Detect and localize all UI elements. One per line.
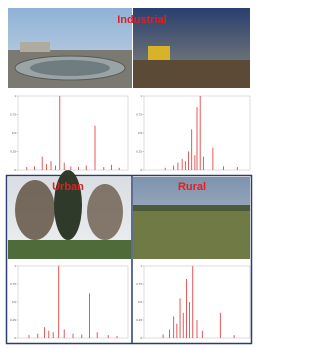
y-tick-label: 0.25 (136, 318, 142, 322)
y-tick-label: 1 (140, 94, 142, 98)
y-tick-label: 0.75 (136, 282, 142, 286)
y-tick-label: 0.75 (10, 282, 16, 286)
y-tick-label: 0.5 (12, 300, 17, 304)
plot-frame (18, 96, 128, 170)
y-tick-label: 1 (140, 264, 142, 268)
plot-frame (18, 266, 128, 338)
y-tick-label: 0 (14, 336, 16, 340)
y-tick-label: 0.5 (138, 131, 143, 135)
panel-label: Rural (178, 181, 206, 193)
y-tick-label: 0 (140, 336, 142, 340)
y-tick-label: 0.25 (10, 318, 16, 322)
y-tick-label: 1 (14, 94, 16, 98)
panel-label: Urban (52, 181, 84, 193)
photo-industrial-left (8, 8, 132, 88)
y-tick-label: 0 (14, 168, 16, 172)
y-tick-label: 0.75 (10, 113, 16, 117)
y-tick-label: 0.25 (10, 150, 16, 154)
panel-label: Industrial (117, 14, 167, 26)
figure: Industrial Urban Rural 0 0.25 0.5 0.75 1 0 0.2… (0, 0, 257, 348)
y-tick-label: 0.5 (138, 300, 143, 304)
y-tick-label: 0.25 (136, 150, 142, 154)
y-tick-label: 0 (140, 168, 142, 172)
y-tick-label: 0.5 (12, 131, 17, 135)
y-tick-label: 0.75 (136, 113, 142, 117)
page: Industrial Urban Rural 0 0.25 0.5 0.75 1 0 0.2… (0, 0, 320, 348)
y-tick-label: 1 (14, 264, 16, 268)
